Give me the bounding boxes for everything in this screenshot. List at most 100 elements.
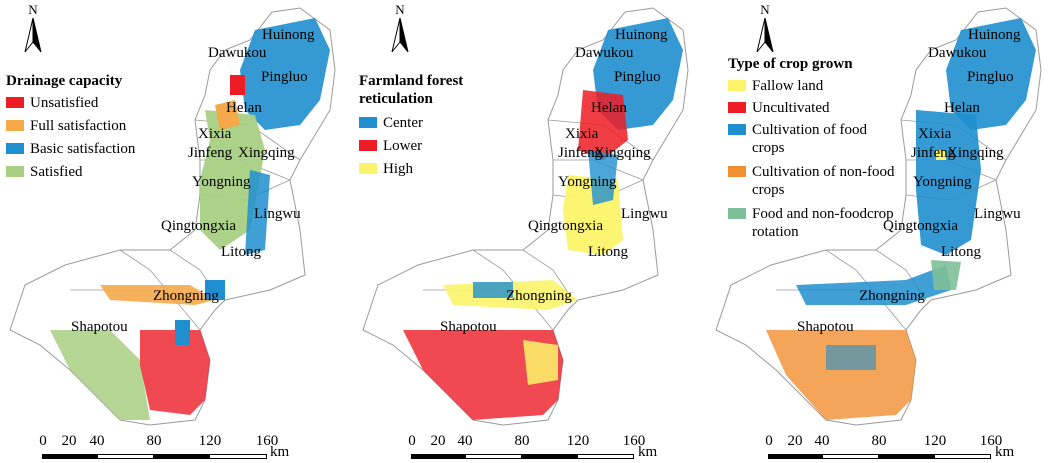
town-label-litong: Litong [941,244,981,260]
legend-swatch [359,140,377,151]
scale-tick: 40 [89,433,105,449]
legend-swatch [6,120,24,131]
town-label-huinong: Huinong [615,27,668,43]
legend-label: Satisfied [30,164,83,180]
legend-item: Food and non-foodcrop rotation [728,205,902,241]
region-fallow [936,150,946,160]
legend-item: Full satisfaction [6,117,170,135]
region-high-south [523,340,558,385]
scale-bar: 0 20 40 80 120 160 km [0,433,353,463]
north-arrow-icon [756,17,774,53]
town-label-helan: Helan [591,100,627,116]
scale-tick: 120 [566,433,590,449]
legend-swatch [728,124,746,135]
scale-tick: 80 [514,433,530,449]
map-panel-forest: N Farmland forest reticulation Center Lo… [353,0,706,462]
map-drainage [9,7,336,426]
town-label-yongning: Yongning [558,174,617,190]
legend-title: Farmland forest reticulation [359,73,464,107]
legend-label: Food and non-foodcrop rotation [752,206,894,240]
town-label-xixia: Xixia [198,126,232,142]
town-label-yongning: Yongning [913,174,972,190]
town-label-zhongning: Zhongning [506,288,572,304]
scale-segment [42,454,98,459]
scale-tick: 160 [979,433,1003,449]
town-label-dawukou: Dawukou [575,45,634,61]
region-red-north [230,75,245,95]
town-label-helan: Helan [226,100,262,116]
legend-label: Unsatisfied [30,95,99,111]
town-label-lingwu: Lingwu [974,206,1021,222]
town-label-jinfeng: Jinfeng [911,145,956,161]
town-label-xingqing: Xingqing [594,145,651,161]
town-label-pingluo: Pingluo [261,69,308,85]
scale-tick: 0 [408,433,416,449]
region-nonfood-south [766,330,916,420]
region-blue-south [175,280,225,345]
scale-tick: 0 [765,433,773,449]
region-food-zhongning [796,265,951,305]
north-arrow: N [18,2,48,54]
town-label-litong: Litong [588,244,628,260]
town-label-pingluo: Pingluo [967,69,1014,85]
town-label-huinong: Huinong [968,27,1021,43]
region-food-south [826,345,876,370]
scale-segment [577,454,634,459]
town-label-shapotou: Shapotou [440,319,497,335]
north-label: N [760,2,770,17]
north-arrow: N [385,2,415,54]
region-rotation-east [931,260,961,290]
legend-item: High [359,160,523,178]
legend: Drainage capacity Unsatisfied Full satis… [6,72,170,181]
region-basic-north [240,18,330,130]
scale-tick: 20 [787,433,803,449]
legend-swatch [6,166,24,177]
legend-item: Unsatisfied [6,94,170,112]
region-center-zhongning [473,282,513,298]
scale-tick: 160 [622,433,646,449]
scale-tick: 120 [923,433,947,449]
legend-label: High [383,161,413,177]
town-label-xixia: Xixia [565,126,599,142]
scale-segment [209,454,267,459]
region-green-south [50,330,150,420]
legend-label: Basic satisfaction [30,141,136,157]
scale-segment [934,454,991,459]
scale-segment [97,454,154,459]
legend-swatch [728,80,746,91]
town-label-dawukou: Dawukou [928,45,987,61]
scale-unit: km [270,444,290,460]
town-label-qingtongxia: Qingtongxia [528,218,603,234]
north-arrow-icon [391,17,409,53]
scale-bar: 0 20 40 80 120 160 km [706,433,1059,463]
scale-segment [768,454,823,459]
north-label: N [28,2,38,17]
legend-item: Fallow land [728,77,902,95]
scale-segment [521,454,578,459]
legend-item: Uncultivated [728,99,902,117]
region-lower-south [403,330,563,420]
town-label-zhongning: Zhongning [153,288,219,304]
legend-swatch [6,97,24,108]
scale-tick: 120 [198,433,222,449]
region-food-north [946,18,1036,130]
legend-title: Drainage capacity [6,73,123,89]
town-label-pingluo: Pingluo [614,69,661,85]
map-panel-crop: N Type of crop grown Fallow land Unculti… [706,0,1059,462]
scale-tick: 80 [146,433,162,449]
region-blue-east [245,170,270,255]
scale-tick: 160 [255,433,279,449]
legend-item: Cultivation of non-food crops [728,163,902,199]
legend: Farmland forest reticulation Center Lowe… [359,72,523,178]
region-orange-helan [215,100,240,130]
legend-swatch [728,166,746,177]
legend-label: Cultivation of food crops [752,122,867,156]
legend-label: Center [383,115,423,131]
town-label-jinfeng: Jinfeng [188,145,233,161]
legend-swatch [359,117,377,128]
town-label-qingtongxia: Qingtongxia [161,218,236,234]
legend-item: Basic satisfaction [6,140,170,158]
scale-tick: 20 [61,433,77,449]
town-label-lingwu: Lingwu [254,206,301,222]
town-label-litong: Litong [221,244,261,260]
